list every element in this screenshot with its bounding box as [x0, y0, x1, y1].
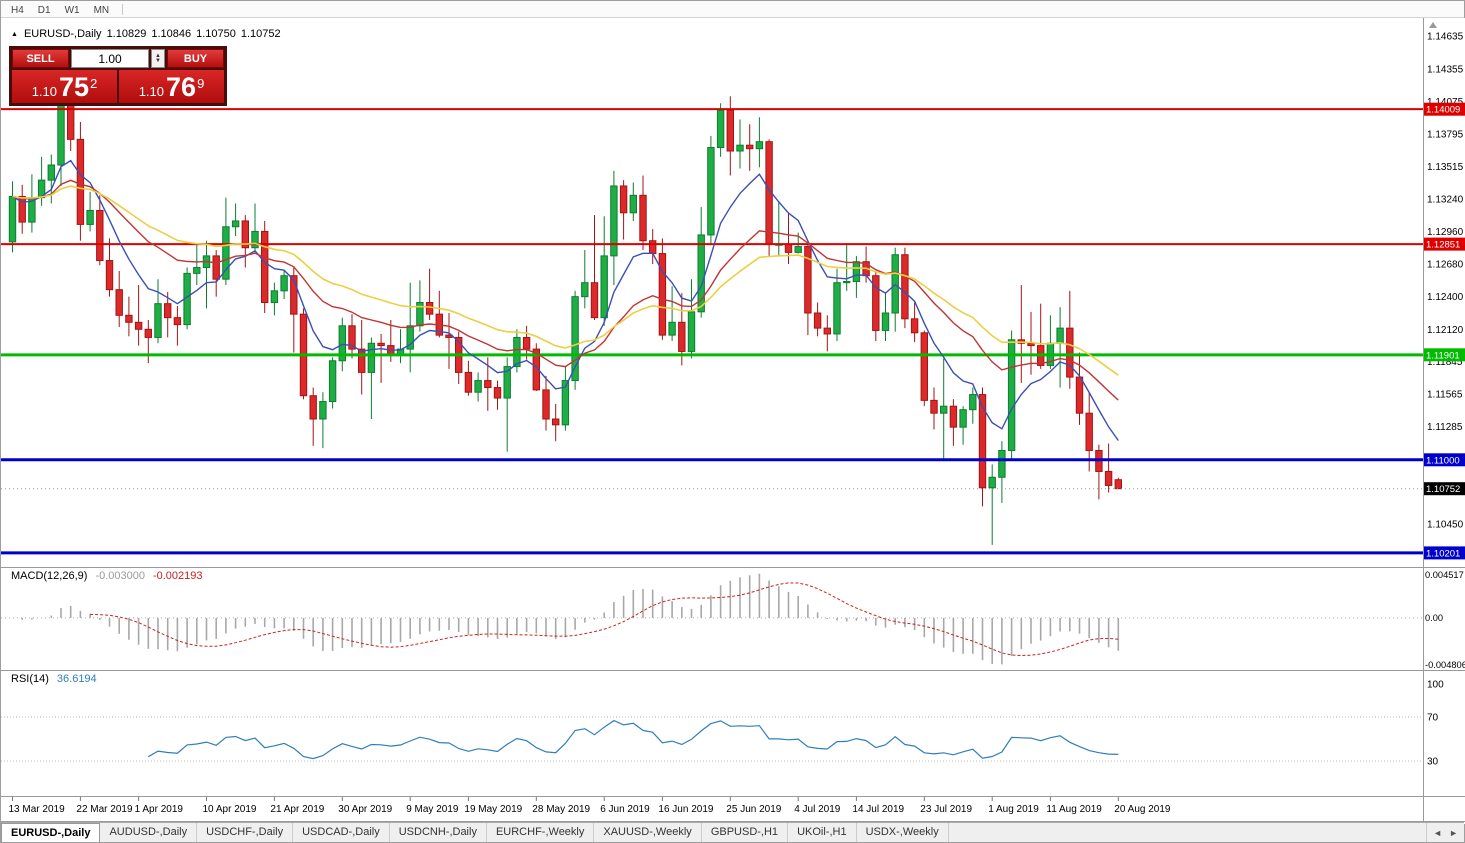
- svg-text:30: 30: [1427, 757, 1439, 768]
- timeframe-button-mn[interactable]: MN: [88, 3, 116, 18]
- buy-price-display[interactable]: 1.10 76 9: [119, 70, 224, 103]
- buy-price-pip: 9: [197, 76, 205, 91]
- svg-text:11 Aug 2019: 11 Aug 2019: [1046, 804, 1102, 815]
- macd-indicator-label: MACD(12,26,9) -0.003000 -0.002193: [11, 570, 203, 582]
- chart-canvas[interactable]: 1.14635 1.14355 1.14075 1.13795 1.13515 1.132…: [1, 18, 1465, 824]
- svg-text:1.12120: 1.12120: [1427, 325, 1464, 336]
- svg-text:21 Apr 2019: 21 Apr 2019: [270, 804, 324, 815]
- chart-tab-audusd-daily[interactable]: AUDUSD-,Daily: [100, 823, 198, 842]
- chart-tabs: EURUSD-,Daily AUDUSD-,Daily USDCHF-,Daily U…: [1, 823, 949, 842]
- chart-tab-usdcad-daily[interactable]: USDCAD-,Daily: [293, 823, 390, 842]
- volume-stepper[interactable]: ▲ ▼: [151, 49, 165, 68]
- svg-text:1.12851: 1.12851: [1426, 240, 1460, 251]
- svg-text:1.10201: 1.10201: [1426, 548, 1460, 559]
- svg-text:1.10752: 1.10752: [1426, 484, 1460, 495]
- macd-name: MACD(12,26,9): [11, 570, 88, 582]
- ohlc-open: 1.10829: [106, 28, 147, 40]
- collapse-panel-icon[interactable]: ▲: [11, 30, 18, 38]
- chart-tab-ukoil-h1[interactable]: UKOil-,H1: [788, 823, 857, 842]
- svg-text:-0.004806: -0.004806: [1425, 660, 1465, 670]
- sell-price-pip: 2: [90, 76, 98, 91]
- buy-price-prefix: 1.10: [138, 83, 165, 99]
- spinner-down-icon[interactable]: ▼: [155, 57, 161, 64]
- svg-text:1.11901: 1.11901: [1426, 350, 1460, 361]
- buy-button[interactable]: BUY: [167, 49, 224, 68]
- ohlc-high: 1.10846: [151, 28, 192, 40]
- tab-scroll-right-icon[interactable]: ►: [1449, 827, 1458, 838]
- timeframe-toolbar: H4 D1 W1 MN: [1, 1, 1464, 18]
- svg-text:1.14009: 1.14009: [1426, 105, 1460, 116]
- svg-text:0.004517: 0.004517: [1425, 570, 1464, 580]
- svg-text:25 Jun 2019: 25 Jun 2019: [726, 804, 781, 815]
- svg-text:1.12400: 1.12400: [1427, 292, 1464, 303]
- svg-text:1.11000: 1.11000: [1426, 455, 1460, 466]
- volume-input[interactable]: 1.00: [71, 49, 149, 68]
- svg-text:1.11285: 1.11285: [1427, 422, 1463, 433]
- macd-main-value: -0.003000: [95, 570, 145, 582]
- sell-button[interactable]: SELL: [12, 49, 69, 68]
- svg-text:1.14635: 1.14635: [1427, 32, 1464, 43]
- svg-text:13 Mar 2019: 13 Mar 2019: [9, 804, 66, 815]
- svg-text:1.10450: 1.10450: [1427, 519, 1464, 530]
- spinner-up-icon[interactable]: ▲: [155, 52, 161, 59]
- chart-tab-xauusd-weekly[interactable]: XAUUSD-,Weekly: [594, 823, 702, 842]
- sell-price-display[interactable]: 1.10 75 2: [12, 70, 117, 103]
- rsi-indicator-label: RSI(14) 36.6194: [11, 673, 97, 685]
- timeframe-button-h4[interactable]: H4: [5, 3, 30, 18]
- svg-text:1.11845: 1.11845: [1427, 357, 1463, 368]
- svg-text:1.13240: 1.13240: [1427, 194, 1464, 205]
- timeframe-button-group: H4 D1 W1 MN: [5, 0, 117, 18]
- svg-text:14 Jul 2019: 14 Jul 2019: [852, 804, 904, 815]
- rsi-name: RSI(14): [11, 673, 49, 685]
- svg-text:1.13795: 1.13795: [1427, 130, 1464, 141]
- chart-tab-eurchf-weekly[interactable]: EURCHF-,Weekly: [487, 823, 595, 842]
- svg-text:1.14355: 1.14355: [1427, 64, 1464, 75]
- tab-scroll-nav: ◄ ►: [1426, 823, 1464, 842]
- ohlc-low: 1.10750: [196, 28, 236, 40]
- symbol-label: EURUSD-,Daily: [23, 28, 102, 40]
- svg-text:1.14075: 1.14075: [1427, 97, 1464, 108]
- svg-text:23 Jul 2019: 23 Jul 2019: [920, 804, 972, 815]
- tab-scroll-left-icon[interactable]: ◄: [1433, 827, 1443, 838]
- svg-text:4 Jul 2019: 4 Jul 2019: [794, 804, 841, 815]
- toolbar-divider: [122, 3, 124, 15]
- svg-text:100: 100: [1427, 680, 1444, 691]
- chart-tab-eurusd-daily[interactable]: EURUSD-,Daily: [1, 823, 101, 842]
- chart-tab-bar: EURUSD-,Daily AUDUSD-,Daily USDCHF-,Daily U…: [1, 822, 1464, 842]
- svg-text:6 Jun 2019: 6 Jun 2019: [600, 804, 650, 815]
- buy-price-big: 76: [166, 72, 197, 103]
- svg-text:1.12960: 1.12960: [1427, 227, 1464, 238]
- chart-tab-gbpusd-h1[interactable]: GBPUSD-,H1: [702, 823, 789, 842]
- one-click-trading-panel: SELL 1.00 ▲ ▼ BUY 1.10 75 2 1.10 76 9: [9, 46, 227, 106]
- chart-tab-usdcnh-daily[interactable]: USDCNH-,Daily: [390, 823, 487, 842]
- chart-tab-usdchf-daily[interactable]: USDCHF-,Daily: [197, 823, 294, 842]
- chart-tab-usdx-weekly[interactable]: USDX-,Weekly: [857, 823, 949, 842]
- svg-text:30 Apr 2019: 30 Apr 2019: [338, 804, 392, 815]
- svg-text:10 Apr 2019: 10 Apr 2019: [203, 804, 257, 815]
- timeframe-button-d1[interactable]: D1: [32, 3, 57, 18]
- macd-signal-value: -0.002193: [152, 570, 203, 582]
- svg-text:1.11565: 1.11565: [1427, 389, 1463, 400]
- timeframe-button-w1[interactable]: W1: [59, 3, 86, 18]
- sell-price-big: 75: [59, 72, 90, 103]
- svg-text:1.12680: 1.12680: [1427, 260, 1464, 271]
- svg-text:16 Jun 2019: 16 Jun 2019: [658, 804, 713, 815]
- svg-text:0.00: 0.00: [1425, 613, 1443, 623]
- sell-price-prefix: 1.10: [31, 83, 58, 99]
- svg-text:20 Aug 2019: 20 Aug 2019: [1114, 804, 1171, 815]
- ohlc-close: 1.10752: [240, 28, 281, 40]
- svg-text:19 May 2019: 19 May 2019: [464, 804, 522, 815]
- chart-symbol-header: ▲ EURUSD-,Daily 1.10829 1.10846 1.10750 …: [11, 28, 281, 40]
- rsi-value: 36.6194: [56, 673, 97, 685]
- svg-text:1 Apr 2019: 1 Apr 2019: [135, 804, 184, 815]
- svg-text:1 Aug 2019: 1 Aug 2019: [988, 804, 1039, 815]
- svg-text:22 Mar 2019: 22 Mar 2019: [76, 804, 133, 815]
- svg-text:70: 70: [1427, 713, 1439, 724]
- svg-text:28 May 2019: 28 May 2019: [532, 804, 590, 815]
- svg-text:9 May 2019: 9 May 2019: [406, 804, 459, 815]
- svg-text:1.13515: 1.13515: [1427, 162, 1464, 173]
